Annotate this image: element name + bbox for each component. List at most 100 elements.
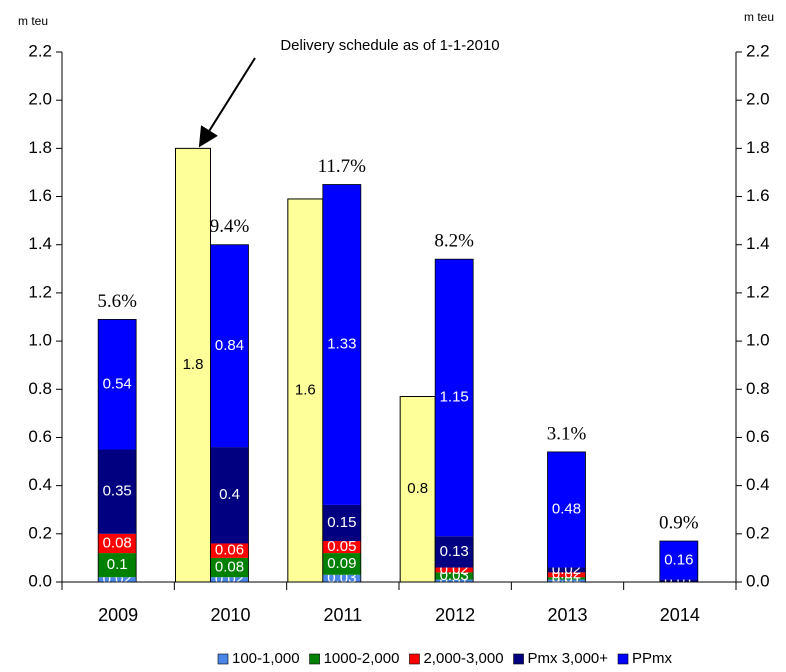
y-tick-label: 1.8 xyxy=(28,138,52,157)
schedule-bar xyxy=(175,147,211,583)
bar-outline xyxy=(97,319,137,583)
bar-segment xyxy=(547,572,586,578)
value-label: 0.84 xyxy=(215,337,244,354)
bar-segment xyxy=(322,504,361,542)
y-tick-label: 0.4 xyxy=(28,475,52,494)
legend-swatch xyxy=(409,653,420,665)
growth-annotation: 0.9% xyxy=(659,512,699,533)
bar-segment xyxy=(322,184,361,505)
value-label: 0.08 xyxy=(103,534,132,551)
y2-tick-label: 1.4 xyxy=(746,234,770,253)
y-tick-label: 0.6 xyxy=(28,427,52,446)
value-label: 0.13 xyxy=(440,543,469,560)
bar-segment xyxy=(210,557,249,578)
bar-outline xyxy=(547,451,586,583)
bar-segment xyxy=(210,577,249,582)
legend-label: 1000-2,000 xyxy=(324,650,400,667)
x-tick-label: 2009 xyxy=(98,605,138,625)
bar-segment xyxy=(547,579,586,582)
y-tick-label: 0.8 xyxy=(28,379,52,398)
legend-swatch xyxy=(513,653,524,665)
schedule-bar xyxy=(399,396,436,583)
x-tick-label: 2012 xyxy=(435,605,475,625)
legend-swatch xyxy=(217,653,229,665)
y2-tick-label: 1.0 xyxy=(746,331,770,350)
value-label: 0.54 xyxy=(103,375,132,392)
legend-label: 100-1,000 xyxy=(232,650,300,667)
value-label: 0.05 xyxy=(327,538,356,555)
bar-segment xyxy=(322,574,361,582)
value-label: 0.08 xyxy=(215,559,244,576)
y2-tick-label: 1.2 xyxy=(746,282,770,301)
x-tick-label: 2014 xyxy=(660,605,700,625)
bar-outline xyxy=(434,258,474,583)
y2-tick-label: 0.6 xyxy=(746,427,770,446)
schedule-bar xyxy=(287,198,324,583)
bar-outline xyxy=(210,244,249,583)
y-axis-title: m teu xyxy=(18,14,48,28)
growth-annotation: 9.4% xyxy=(210,216,250,237)
annotation-arrow xyxy=(198,57,256,148)
bar-segment xyxy=(659,579,698,582)
bar-segment xyxy=(322,553,361,575)
y2-axis-title: m teu xyxy=(744,10,774,24)
y2-tick-label: 2.2 xyxy=(746,41,770,60)
schedule-value-label: 1.8 xyxy=(183,356,204,373)
y2-tick-label: 2.0 xyxy=(746,90,770,109)
bar-segment xyxy=(210,244,249,448)
x-tick-label: 2011 xyxy=(323,605,362,625)
bar-segment xyxy=(435,579,474,582)
bar-segment xyxy=(98,319,137,450)
bar-segment xyxy=(435,536,474,568)
y-tick-label: 0.2 xyxy=(28,523,52,542)
y-tick-label: 0.0 xyxy=(28,571,52,590)
legend-swatch xyxy=(309,653,320,665)
y-tick-label: 2.0 xyxy=(28,90,52,109)
y2-tick-label: 0.0 xyxy=(746,571,770,590)
growth-annotation: 8.2% xyxy=(434,231,474,252)
value-label: 0.35 xyxy=(103,483,132,500)
bar-segment xyxy=(435,567,474,573)
bar-segment xyxy=(210,543,249,558)
y-tick-label: 1.6 xyxy=(28,186,52,205)
legend-swatch xyxy=(617,653,629,665)
growth-annotation: 3.1% xyxy=(547,423,587,444)
y2-tick-label: 0.8 xyxy=(746,379,770,398)
schedule-value-label: 0.8 xyxy=(407,480,428,497)
x-tick-label: 2010 xyxy=(210,605,250,625)
schedule-value-label: 1.6 xyxy=(295,381,316,398)
growth-annotation: 5.6% xyxy=(97,291,137,312)
bar-segment xyxy=(210,447,249,544)
value-label: 1.33 xyxy=(327,336,356,353)
growth-annotation: 11.7% xyxy=(318,156,367,177)
x-tick-label: 2013 xyxy=(547,605,587,625)
bar-segment xyxy=(98,449,137,534)
value-label: 1.15 xyxy=(440,389,469,406)
y-tick-label: 1.0 xyxy=(28,331,52,350)
bar-outline xyxy=(659,540,699,583)
y-tick-label: 1.4 xyxy=(28,234,52,253)
value-label: 0.48 xyxy=(552,501,581,518)
bar-segment xyxy=(98,533,137,554)
schedule-annotation: Delivery schedule as of 1-1-2010 xyxy=(280,37,499,54)
value-label: 0.1 xyxy=(107,556,128,573)
y-tick-label: 1.2 xyxy=(28,282,52,301)
value-label: 0.16 xyxy=(664,551,693,568)
bar-segment xyxy=(547,567,586,573)
legend-label: Pmx 3,000+ xyxy=(528,650,609,667)
bar-segment xyxy=(98,553,137,578)
legend-label: PPmx xyxy=(632,650,673,667)
bar-segment xyxy=(547,577,586,580)
bar-segment xyxy=(322,541,361,554)
bar-segment xyxy=(659,541,698,580)
y2-tick-label: 1.8 xyxy=(746,138,770,157)
y2-tick-label: 1.6 xyxy=(746,186,770,205)
legend-label: 2,000-3,000 xyxy=(423,650,503,667)
bar-segment xyxy=(435,259,474,537)
y2-tick-label: 0.2 xyxy=(746,523,770,542)
y2-tick-label: 0.4 xyxy=(746,475,770,494)
bar-segment xyxy=(435,572,474,580)
y-tick-label: 2.2 xyxy=(28,41,52,60)
value-label: 0.06 xyxy=(215,542,244,559)
